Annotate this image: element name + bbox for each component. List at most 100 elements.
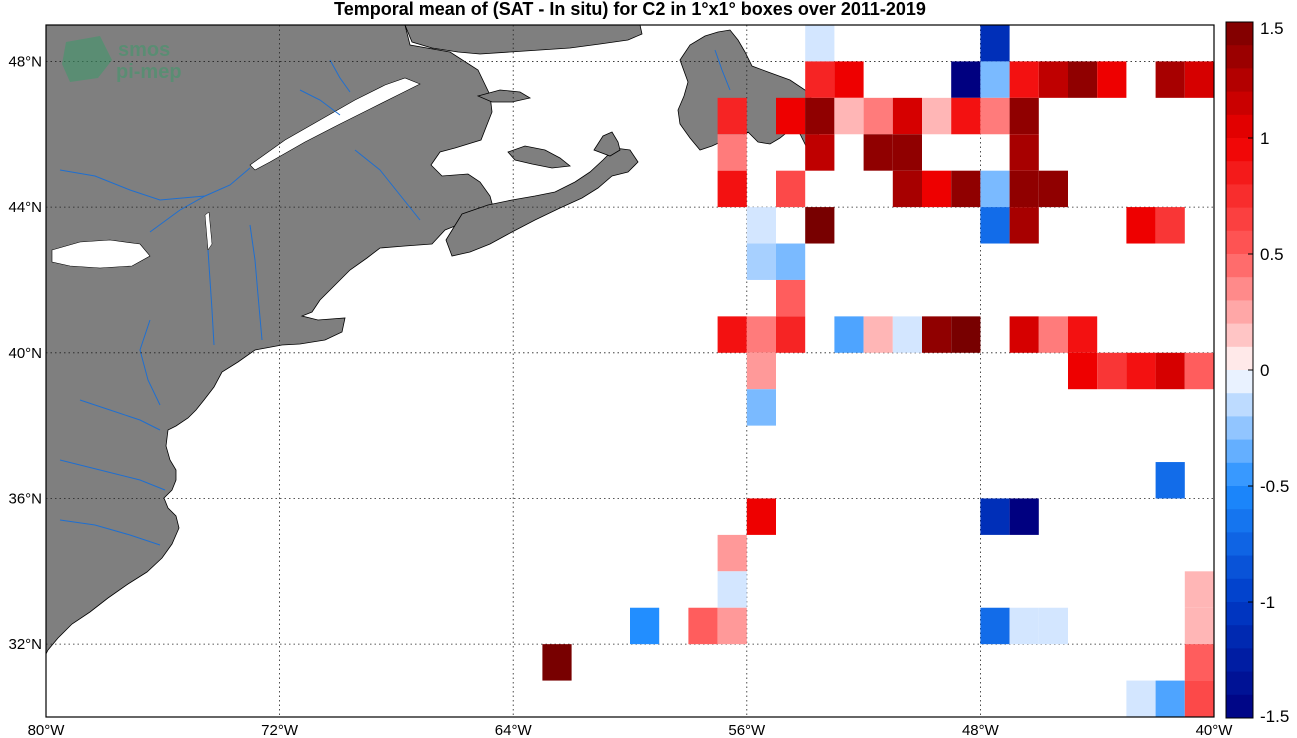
data-cell <box>1126 352 1156 390</box>
data-cell <box>805 134 835 171</box>
colorbar-segment <box>1226 416 1253 441</box>
data-cell <box>980 207 1010 244</box>
data-cell <box>863 134 893 171</box>
map-border <box>45 24 1215 718</box>
colorbar-segment <box>1226 346 1253 371</box>
data-cell <box>1155 207 1185 244</box>
st-lawrence-estuary <box>249 77 421 171</box>
colorbar-segment <box>1226 509 1253 533</box>
data-cell <box>1009 97 1039 135</box>
colorbar-tick-label: 1.5 <box>1260 19 1284 38</box>
colorbar-segment <box>1226 300 1253 325</box>
data-cell <box>1009 498 1039 535</box>
colorbar-segment <box>1226 323 1253 348</box>
land-cape-breton <box>593 131 621 157</box>
data-cell <box>1126 680 1156 717</box>
data-cell <box>746 316 776 353</box>
data-cell <box>1184 352 1214 390</box>
data-cell <box>717 607 747 645</box>
colorbar-segment <box>1226 555 1253 580</box>
lon-tick-label: 80°W <box>28 722 66 738</box>
river-potomac <box>79 399 161 431</box>
colorbar-tick-label: -1 <box>1260 593 1275 612</box>
river-james <box>59 459 166 491</box>
data-cell <box>746 498 776 535</box>
axis-labels: 80°W 72°W 64°W 56°W 48°W 40°W 32°N 36°N 40°N 44°N… <box>8 53 1233 738</box>
colorbar-segment <box>1226 114 1253 139</box>
lon-tick-label: 64°W <box>495 722 533 738</box>
data-cell <box>834 316 864 353</box>
data-cell <box>776 97 806 135</box>
data-cell <box>630 607 660 645</box>
colorbar-segment <box>1226 462 1253 487</box>
colorbar-segment <box>1226 370 1253 394</box>
lon-tick-label: 56°W <box>728 722 766 738</box>
colorbar-segment <box>1226 393 1253 417</box>
data-cell <box>805 97 835 135</box>
rivers <box>59 49 731 546</box>
data-cell <box>980 170 1010 208</box>
colorbar-tick-label: -1.5 <box>1260 707 1289 726</box>
colorbar-tick-label: 1 <box>1260 129 1269 148</box>
logo-text-line1: smos <box>118 39 170 61</box>
river-connecticut <box>249 224 263 341</box>
data-cell <box>951 316 981 353</box>
data-cell <box>1038 170 1068 208</box>
lake-ontario <box>51 239 151 269</box>
data-cell <box>1068 61 1098 98</box>
river-hudson <box>207 249 215 346</box>
colorbar-tick-label: -0.5 <box>1260 477 1289 496</box>
lat-tick-label: 44°N <box>8 199 42 216</box>
colorbar-segment <box>1226 22 1253 46</box>
colorbar-tick-label: 0.5 <box>1260 245 1284 264</box>
colorbar-segment <box>1226 486 1253 510</box>
data-cell <box>1184 644 1214 681</box>
river-saint-john <box>354 149 421 221</box>
data-cell <box>951 61 981 98</box>
data-cell <box>1155 61 1185 98</box>
data-cell <box>1009 207 1039 244</box>
lat-tick-label: 32°N <box>8 636 42 653</box>
data-cell <box>805 207 835 244</box>
data-cell <box>1009 61 1039 98</box>
land-pei <box>507 145 572 169</box>
colorbar-segment <box>1226 91 1253 116</box>
colorbar-segment <box>1226 439 1253 464</box>
data-cell <box>776 316 806 353</box>
data-cell <box>717 316 747 353</box>
data-cell <box>834 61 864 98</box>
data-cell <box>717 170 747 208</box>
colorbar-segment <box>1226 277 1253 301</box>
river-ottawa <box>59 169 206 201</box>
data-cell <box>1184 571 1214 608</box>
data-cell <box>892 170 922 208</box>
data-cell <box>1009 607 1039 645</box>
land-mainland <box>45 24 497 655</box>
colorbar-segment <box>1226 161 1253 185</box>
data-cell <box>1009 134 1039 171</box>
data-cell <box>1068 352 1098 390</box>
figure-title: Temporal mean of (SAT - In situ) for C2 … <box>334 0 926 19</box>
data-cell <box>717 134 747 171</box>
colorbar-segment <box>1226 578 1253 603</box>
land-nova-scotia <box>445 147 639 257</box>
river-newfoundland <box>714 49 731 91</box>
colorbar-segment <box>1226 648 1253 673</box>
lat-tick-label: 40°N <box>8 345 42 362</box>
data-cell <box>892 97 922 135</box>
data-cell <box>922 170 952 208</box>
colorbar-segment <box>1226 532 1253 557</box>
data-cell <box>922 316 952 353</box>
river-susquehanna <box>139 319 161 406</box>
data-cell <box>717 571 747 608</box>
lon-tick-label: 40°W <box>1196 722 1234 738</box>
data-cell <box>951 97 981 135</box>
data-cell <box>980 61 1010 98</box>
land-anticosti <box>476 89 532 103</box>
colorbar: 1.5 1 0.5 0 -0.5 -1 -1.5 <box>1225 19 1289 726</box>
colorbar-segment <box>1226 602 1253 626</box>
data-cell <box>805 61 835 98</box>
data-cell <box>1155 462 1185 499</box>
lon-tick-label: 48°W <box>962 722 1000 738</box>
colorbar-segment <box>1226 625 1253 649</box>
